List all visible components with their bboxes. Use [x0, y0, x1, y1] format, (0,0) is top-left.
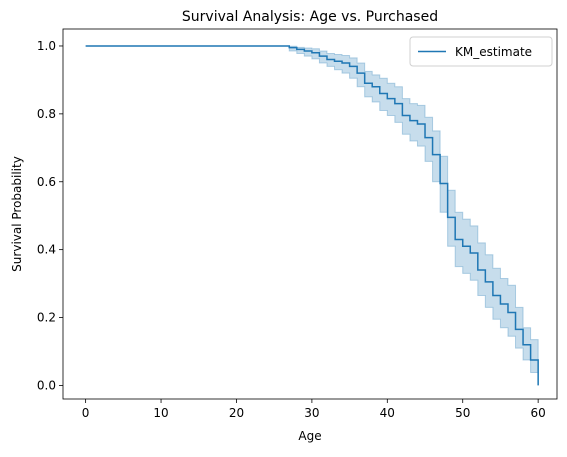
y-tick-label: 0.6: [37, 175, 56, 189]
x-tick-label: 50: [455, 406, 470, 420]
y-tick-label: 0.4: [37, 243, 56, 257]
y-axis: 0.0 0.2 0.4 0.6 0.8 1.0: [37, 39, 63, 392]
y-tick-label: 0.8: [37, 107, 56, 121]
plot-area: [85, 45, 539, 386]
y-tick-label: 0.0: [37, 378, 56, 392]
confidence-band-0: [85, 45, 539, 386]
y-tick-label: 1.0: [37, 39, 56, 53]
chart-title: Survival Analysis: Age vs. Purchased: [182, 9, 438, 25]
survival-line-0: [85, 45, 539, 386]
legend-box: [409, 36, 553, 67]
x-tick-label: 10: [153, 406, 168, 420]
x-tick-label: 40: [380, 406, 395, 420]
legend: KM_estimate: [409, 36, 553, 67]
x-tick-label: 20: [229, 406, 244, 420]
y-tick-label: 0.2: [37, 311, 56, 325]
x-tick-label: 60: [531, 406, 546, 420]
x-tick-label: 30: [304, 406, 319, 420]
y-axis-label: Survival Probability: [10, 156, 24, 272]
legend-label-km-estimate: KM_estimate: [455, 45, 532, 59]
x-axis: 0 10 20 30 40 50 60: [82, 399, 546, 420]
x-tick-label: 0: [82, 406, 90, 420]
x-axis-label: Age: [298, 429, 321, 443]
plot-frame: [62, 28, 558, 400]
